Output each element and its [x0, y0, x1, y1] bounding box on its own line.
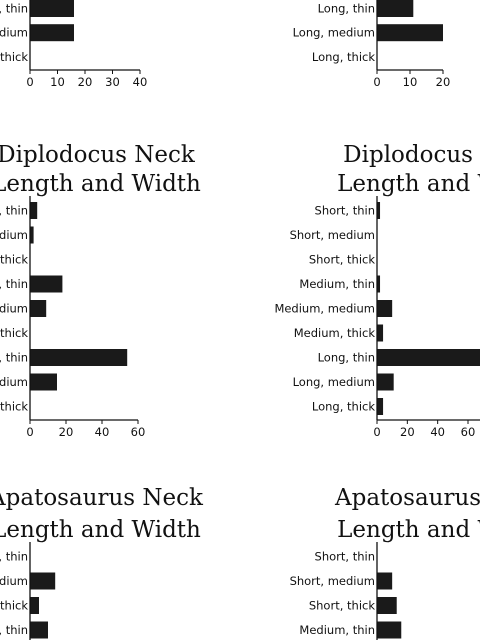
category-label: Short, medium — [290, 228, 375, 242]
bar — [377, 275, 381, 293]
category-label: Short, medium — [290, 574, 375, 588]
bar — [377, 597, 397, 614]
bar — [377, 0, 414, 17]
chart-title-line: Apatosaurus Neck — [0, 485, 204, 511]
category-label: …thick — [0, 253, 28, 267]
category-label: …, thin — [0, 550, 28, 564]
chart-title-line: Apatosaurus Neck — [334, 485, 480, 511]
chart-title-line: Length and Width — [337, 171, 480, 197]
category-label: …, thin — [0, 2, 28, 16]
bar — [377, 398, 384, 415]
chart-title-line: Length and Width — [337, 517, 480, 543]
bar — [30, 300, 47, 317]
bar — [30, 202, 38, 219]
x-tick-label: 0 — [373, 75, 380, 89]
category-label: …, thin — [0, 204, 28, 218]
chart-top-left: …, thin …edium …thick 0 10 20 30 40 — [0, 0, 147, 89]
category-label: …thick — [0, 400, 28, 414]
category-label: …edium — [0, 26, 28, 40]
bar — [30, 0, 74, 17]
category-label: Long, thick — [312, 50, 375, 64]
x-tick-label: 20 — [436, 75, 451, 89]
category-label: Short, thin — [315, 204, 375, 218]
bar — [30, 349, 128, 366]
x-tick-label: 10 — [403, 75, 418, 89]
category-label: Long, thin — [318, 2, 375, 16]
chart-apatosaurus-right: Apatosaurus Neck Length and Width Short, t… — [290, 485, 480, 640]
chart-title-line: Length and Width — [0, 517, 201, 543]
bar — [30, 621, 48, 639]
x-tick-label: 60 — [131, 425, 146, 439]
bar — [377, 324, 384, 342]
bar — [30, 226, 34, 244]
category-label: Medium, thick — [294, 326, 376, 340]
bar — [377, 300, 393, 317]
bar — [377, 373, 394, 391]
chart-title-line: Length and Width — [0, 171, 201, 197]
category-label: Short, thick — [309, 599, 375, 613]
chart-diplodocus-right: Diplodocus Neck Length and Width Short, th… — [274, 142, 480, 439]
x-tick-label: 10 — [50, 75, 65, 89]
category-label: …edium — [0, 375, 28, 389]
bar — [377, 24, 443, 42]
x-tick-label: 0 — [26, 75, 33, 89]
category-label: Long, medium — [293, 26, 375, 40]
bar — [30, 572, 56, 590]
bar — [377, 572, 393, 590]
chart-title-line: Diplodocus Neck — [343, 142, 480, 168]
category-label: Short, thin — [315, 550, 375, 564]
bar — [377, 349, 480, 366]
bar — [30, 275, 63, 293]
x-tick-label: 20 — [78, 75, 93, 89]
category-label: …edium — [0, 228, 28, 242]
category-label: Long, medium — [293, 375, 375, 389]
category-label: Long, thin — [318, 351, 375, 365]
bar — [30, 373, 57, 391]
x-tick-label: 40 — [430, 425, 445, 439]
chart-diplodocus-left: Diplodocus Neck Length and Width …, thin …e… — [0, 142, 201, 439]
bar — [377, 621, 402, 639]
x-tick-label: 20 — [59, 425, 74, 439]
x-tick-label: 0 — [26, 425, 33, 439]
bar — [30, 597, 39, 614]
x-tick-label: 20 — [400, 425, 415, 439]
x-tick-label: 0 — [373, 425, 380, 439]
category-label: …thick — [0, 326, 28, 340]
category-label: …thick — [0, 50, 28, 64]
x-tick-label: 60 — [461, 425, 476, 439]
category-label: …, thin — [0, 277, 28, 291]
category-label: Medium, medium — [274, 302, 375, 316]
x-tick-label: 40 — [133, 75, 148, 89]
category-label: …edium — [0, 302, 28, 316]
category-label: Long, thick — [312, 400, 375, 414]
category-label: …, thin — [0, 623, 28, 637]
bar — [377, 202, 381, 219]
chart-top-right: Long, thin Long, medium Long, thick 0 10 20 — [293, 0, 451, 89]
category-label: …thick — [0, 599, 28, 613]
chart-apatosaurus-left: Apatosaurus Neck Length and Width …, thin …… — [0, 485, 204, 640]
category-label: …, thin — [0, 351, 28, 365]
category-label: …edium — [0, 574, 28, 588]
bar — [30, 24, 74, 42]
category-label: Short, thick — [309, 253, 375, 267]
category-label: Medium, thin — [299, 623, 375, 637]
x-tick-label: 30 — [105, 75, 120, 89]
chart-title-line: Diplodocus Neck — [0, 142, 196, 168]
x-tick-label: 40 — [95, 425, 110, 439]
category-label: Medium, thin — [299, 277, 375, 291]
